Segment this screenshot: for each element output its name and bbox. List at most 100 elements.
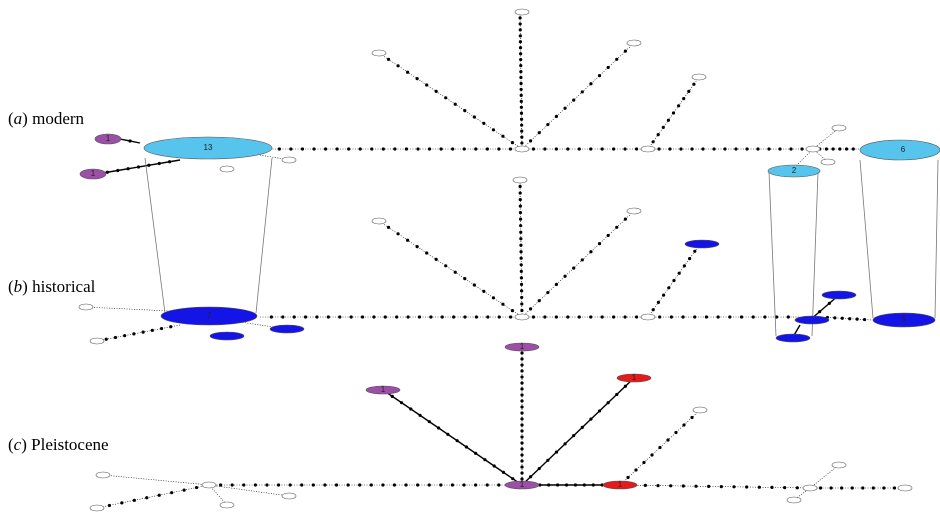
mutation-dot [520, 399, 524, 403]
mutation-dot [147, 163, 151, 167]
modern-node-1b [79, 168, 107, 180]
mutation-dot [520, 429, 524, 433]
pleist-node-missing [219, 501, 235, 509]
mutation-dot [418, 413, 422, 417]
mutation-dot [669, 315, 673, 319]
mutation-dot [472, 283, 476, 287]
mutation-dot [194, 485, 199, 490]
mutation-dot [519, 230, 523, 234]
mutation-dot [519, 69, 523, 74]
layer-connectors [144, 157, 939, 337]
mutation-dot [719, 485, 723, 489]
mutation-dot [597, 74, 602, 78]
panel-label-a: (a) modern [8, 109, 85, 128]
network-nodes [78, 8, 940, 512]
modern-node-6 [859, 139, 940, 161]
mutation-dot [690, 415, 694, 420]
mutation-dot [276, 483, 281, 487]
pleist-node-missing [897, 484, 913, 492]
mutation-dot [509, 315, 513, 319]
mutation-dot [349, 315, 353, 319]
mutation-dot [462, 147, 466, 151]
mutation-dot [474, 451, 478, 455]
node-label-1: 1 [632, 373, 637, 382]
mutation-dot [546, 458, 550, 462]
mutation-dot [520, 411, 524, 415]
hist-node-blue [209, 331, 245, 341]
mutation-dot [288, 483, 292, 487]
mutation-dot [666, 118, 671, 122]
pleist-node-missing [95, 471, 111, 479]
mutation-dot [120, 501, 124, 505]
mutation-dot [800, 147, 804, 151]
mutation-dot [519, 105, 523, 109]
mutation-dot [444, 96, 448, 100]
mutation-dot [427, 420, 431, 424]
mutation-dot [182, 488, 186, 492]
mutation-dot [132, 332, 136, 336]
pleist-branch-b-line [619, 409, 701, 486]
mutation-dot [882, 486, 886, 490]
mutation-dot [444, 264, 448, 268]
mutation-dot [623, 49, 627, 53]
node-label-1: 1 [106, 134, 111, 143]
mutation-dot [572, 98, 576, 102]
mutation-dot [556, 483, 560, 487]
mutation-dot [623, 147, 627, 151]
mutation-dot [369, 483, 373, 487]
mutation-dot [572, 434, 576, 438]
mutation-dot [519, 282, 524, 286]
mutation-dot [615, 392, 619, 397]
hist-node-7 [160, 306, 258, 326]
mutation-dot [416, 483, 420, 487]
pleist-node-missing [201, 481, 217, 489]
mutation-dot [417, 315, 422, 319]
mutation-dot [770, 485, 774, 489]
mutation-dot [347, 147, 351, 151]
mutation-dot [520, 459, 524, 463]
mutation-dot [546, 290, 550, 295]
mutation-dot [623, 315, 627, 319]
pleist-to-w3-line [208, 484, 228, 506]
hist-node-missing [626, 207, 642, 215]
mutation-dot [520, 405, 524, 409]
mutation-dot [404, 147, 409, 151]
mutation-dot [546, 122, 550, 127]
mutation-dot [511, 477, 515, 481]
mutation-dot [242, 483, 246, 487]
connector-6-left [859, 159, 874, 319]
mutation-dot [463, 277, 467, 281]
mutation-dot [474, 483, 478, 487]
mutation-dot [612, 315, 616, 319]
mutation-dot [671, 111, 676, 115]
hist-node-5 [872, 312, 936, 328]
mutation-dot [661, 125, 665, 129]
mutation-dot [312, 147, 316, 151]
mutation-dot [483, 458, 487, 462]
mutation-dot [531, 147, 536, 151]
mutation-dot [739, 315, 744, 319]
mutation-dot [623, 217, 627, 221]
connector-13-right [255, 157, 273, 314]
mutation-dot [415, 245, 419, 249]
mutation-dot [732, 485, 736, 489]
mutation-dot [485, 483, 489, 487]
mutation-dot [519, 263, 523, 267]
modern-node-missing [219, 165, 235, 173]
mutation-dot [554, 315, 558, 319]
node-label-1: 1 [520, 480, 525, 489]
mutation-dot [520, 375, 524, 379]
mutation-dot [323, 147, 328, 151]
mutation-dot [795, 486, 799, 490]
mutation-dot [150, 328, 154, 332]
mutation-dot [580, 90, 584, 94]
mutation-dot [107, 503, 112, 508]
mutation-dot [519, 58, 523, 62]
mutation-dot [767, 147, 771, 151]
pleist-node-1-left [365, 385, 401, 395]
mutation-dot [390, 394, 394, 398]
mutation-dot [829, 486, 833, 490]
hist-node-missing [640, 313, 656, 321]
mutation-dot [855, 317, 859, 321]
mutation-dot [519, 64, 523, 68]
